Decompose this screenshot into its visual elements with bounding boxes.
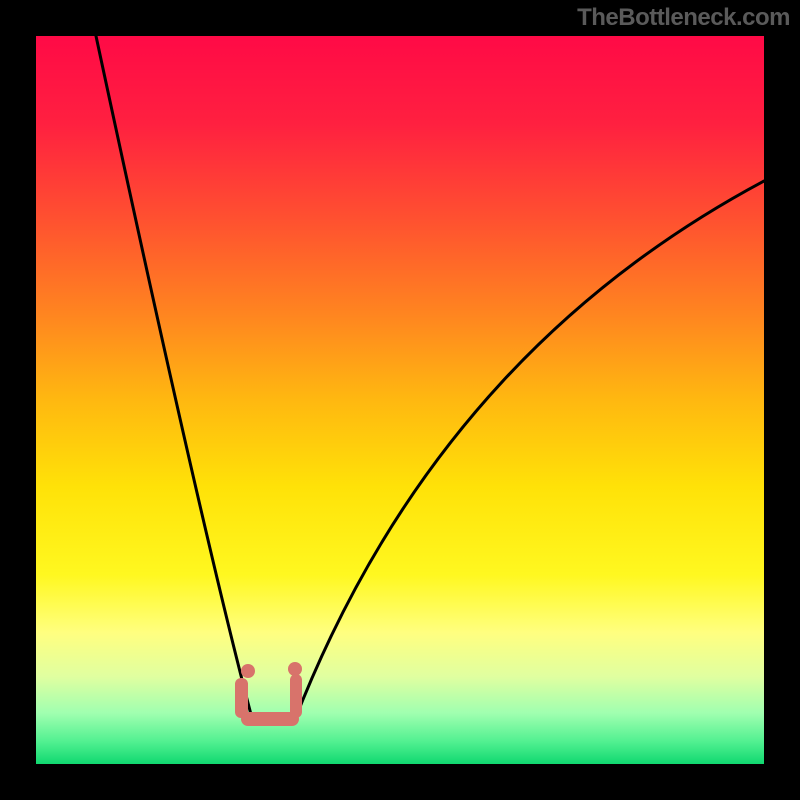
chart-canvas: TheBottleneck.com bbox=[0, 0, 800, 800]
highlight-marker bbox=[290, 674, 302, 718]
watermark-text: TheBottleneck.com bbox=[577, 4, 790, 32]
bottleneck-curve bbox=[36, 36, 764, 764]
curve-path bbox=[96, 36, 764, 722]
plot-area bbox=[36, 36, 764, 764]
highlight-marker bbox=[241, 664, 255, 678]
